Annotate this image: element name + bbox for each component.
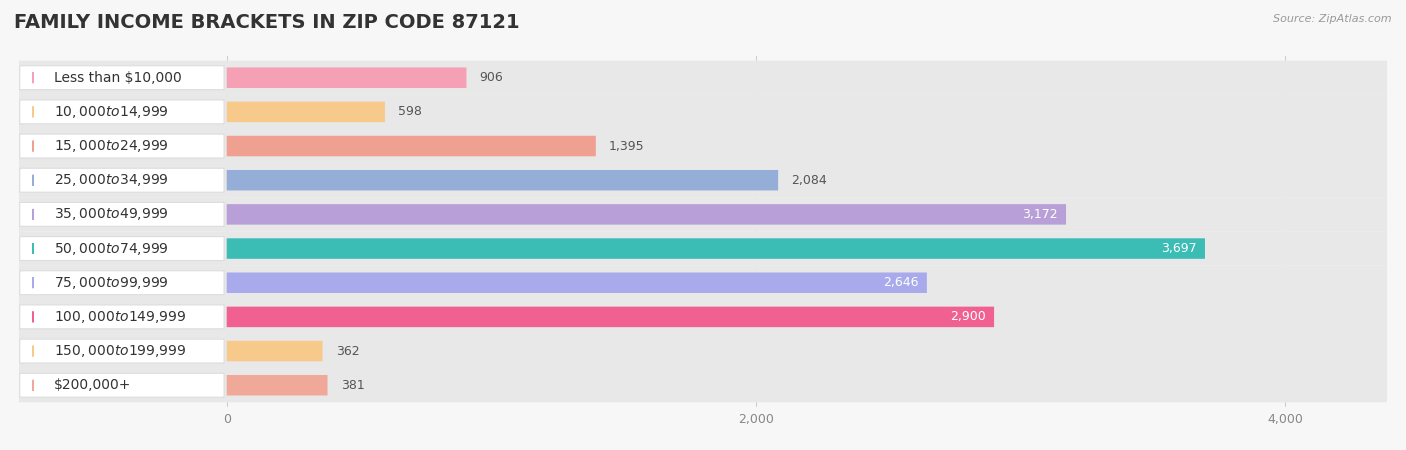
FancyBboxPatch shape [20, 305, 224, 329]
FancyBboxPatch shape [18, 266, 1388, 300]
FancyBboxPatch shape [226, 238, 1205, 259]
Text: $15,000 to $24,999: $15,000 to $24,999 [55, 138, 169, 154]
FancyBboxPatch shape [18, 163, 1388, 197]
FancyBboxPatch shape [20, 374, 224, 397]
Text: 362: 362 [336, 345, 360, 358]
Text: $35,000 to $49,999: $35,000 to $49,999 [55, 207, 169, 222]
FancyBboxPatch shape [20, 168, 224, 192]
Text: 906: 906 [479, 71, 503, 84]
Text: 3,172: 3,172 [1022, 208, 1059, 221]
FancyBboxPatch shape [226, 306, 994, 327]
FancyBboxPatch shape [20, 134, 224, 158]
FancyBboxPatch shape [226, 273, 927, 293]
Text: FAMILY INCOME BRACKETS IN ZIP CODE 87121: FAMILY INCOME BRACKETS IN ZIP CODE 87121 [14, 14, 520, 32]
FancyBboxPatch shape [226, 204, 1066, 225]
Text: $100,000 to $149,999: $100,000 to $149,999 [55, 309, 187, 325]
FancyBboxPatch shape [18, 95, 1388, 129]
FancyBboxPatch shape [226, 170, 778, 190]
Text: Less than $10,000: Less than $10,000 [55, 71, 181, 85]
FancyBboxPatch shape [18, 129, 1388, 163]
Text: 1,395: 1,395 [609, 140, 645, 153]
FancyBboxPatch shape [226, 68, 467, 88]
Text: 2,900: 2,900 [950, 310, 986, 324]
Text: 381: 381 [340, 379, 364, 392]
Text: $150,000 to $199,999: $150,000 to $199,999 [55, 343, 187, 359]
FancyBboxPatch shape [226, 136, 596, 156]
FancyBboxPatch shape [18, 368, 1388, 402]
Text: $10,000 to $14,999: $10,000 to $14,999 [55, 104, 169, 120]
Text: 598: 598 [398, 105, 422, 118]
Text: Source: ZipAtlas.com: Source: ZipAtlas.com [1274, 14, 1392, 23]
FancyBboxPatch shape [18, 231, 1388, 266]
FancyBboxPatch shape [18, 334, 1388, 368]
FancyBboxPatch shape [20, 66, 224, 90]
FancyBboxPatch shape [226, 102, 385, 122]
FancyBboxPatch shape [20, 100, 224, 124]
FancyBboxPatch shape [226, 341, 322, 361]
FancyBboxPatch shape [20, 237, 224, 261]
Text: $75,000 to $99,999: $75,000 to $99,999 [55, 275, 169, 291]
FancyBboxPatch shape [20, 339, 224, 363]
FancyBboxPatch shape [20, 202, 224, 226]
Text: 3,697: 3,697 [1161, 242, 1197, 255]
Text: $25,000 to $34,999: $25,000 to $34,999 [55, 172, 169, 188]
FancyBboxPatch shape [226, 375, 328, 396]
FancyBboxPatch shape [18, 197, 1388, 231]
FancyBboxPatch shape [18, 61, 1388, 95]
Text: 2,084: 2,084 [792, 174, 827, 187]
Text: 2,646: 2,646 [883, 276, 920, 289]
FancyBboxPatch shape [18, 300, 1388, 334]
Text: $50,000 to $74,999: $50,000 to $74,999 [55, 241, 169, 256]
FancyBboxPatch shape [20, 271, 224, 295]
Text: $200,000+: $200,000+ [55, 378, 132, 392]
